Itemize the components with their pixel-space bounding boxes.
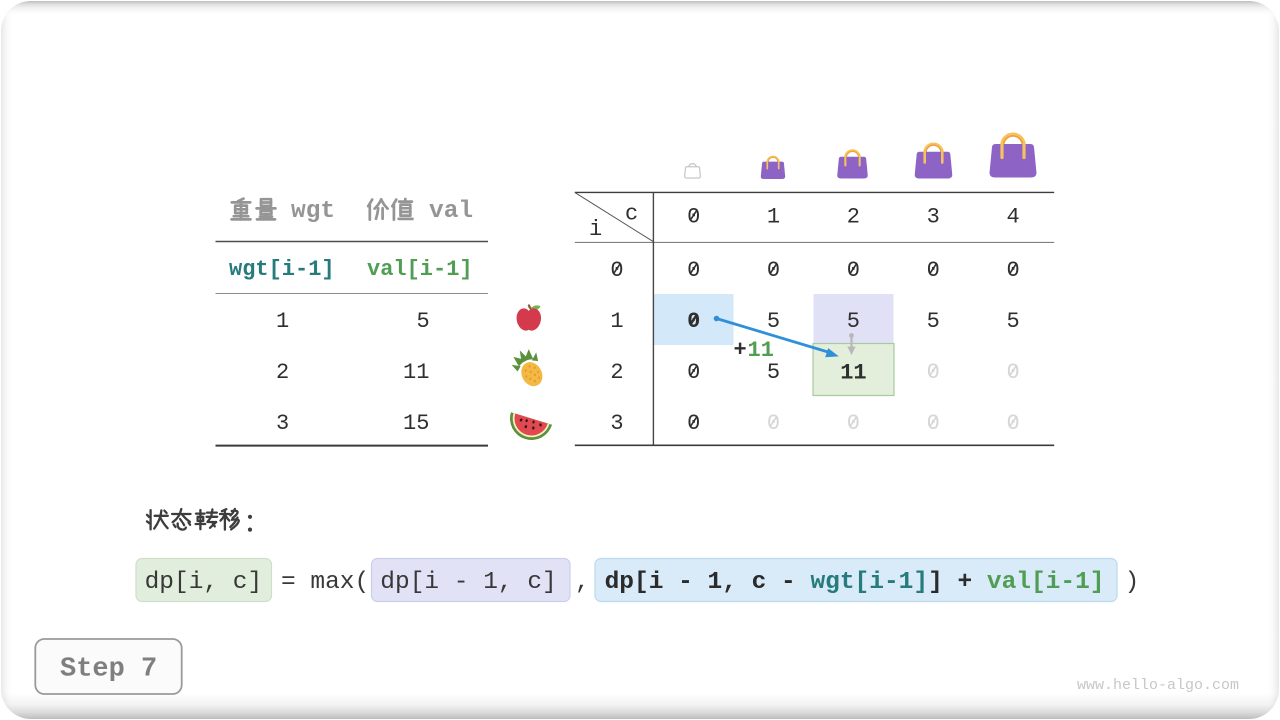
- svg-text:15: 15: [403, 411, 429, 436]
- svg-text:i: i: [589, 217, 602, 242]
- svg-text:0: 0: [687, 411, 700, 436]
- svg-text:4: 4: [1007, 205, 1020, 230]
- svg-text:3: 3: [927, 205, 940, 230]
- svg-text:0: 0: [1007, 411, 1020, 436]
- svg-text:0: 0: [687, 360, 700, 385]
- svg-text:0: 0: [610, 258, 623, 283]
- svg-text:0: 0: [687, 258, 700, 283]
- svg-text:+: +: [734, 338, 747, 363]
- svg-text:3: 3: [610, 411, 623, 436]
- svg-text:Step 7: Step 7: [60, 655, 157, 685]
- svg-text:wgt: wgt: [291, 198, 335, 225]
- svg-text:5: 5: [417, 309, 430, 334]
- svg-text:1: 1: [610, 309, 623, 334]
- svg-text:0: 0: [1007, 360, 1020, 385]
- svg-text:11: 11: [403, 360, 429, 385]
- svg-text:val[i-1]: val[i-1]: [367, 257, 473, 282]
- svg-text:0: 0: [847, 411, 860, 436]
- svg-text:2: 2: [610, 360, 623, 385]
- svg-text:0: 0: [847, 258, 860, 283]
- svg-text:5: 5: [767, 309, 780, 334]
- svg-text:2: 2: [276, 360, 289, 385]
- svg-text:wgt[i-1]: wgt[i-1]: [229, 257, 335, 282]
- svg-text:2: 2: [847, 205, 860, 230]
- svg-text:dp[i - 1, c]: dp[i - 1, c]: [380, 569, 556, 596]
- svg-text:0: 0: [1007, 258, 1020, 283]
- svg-text:5: 5: [1007, 309, 1020, 334]
- svg-text:11: 11: [840, 361, 866, 386]
- svg-text:dp[i, c]: dp[i, c]: [145, 569, 263, 596]
- svg-text:0: 0: [927, 258, 940, 283]
- svg-text:val: val: [429, 198, 473, 225]
- svg-text:dp[i - 1, c - wgt[i-1]] + val[: dp[i - 1, c - wgt[i-1]] + val[i-1]: [605, 569, 1105, 596]
- svg-text:): ): [1125, 569, 1140, 596]
- svg-text:3: 3: [276, 411, 289, 436]
- svg-text:5: 5: [767, 360, 780, 385]
- svg-text:11: 11: [748, 338, 774, 363]
- svg-text:0: 0: [927, 360, 940, 385]
- svg-text:5: 5: [847, 309, 860, 334]
- svg-text:0: 0: [687, 205, 700, 230]
- svg-text:c: c: [625, 202, 638, 227]
- svg-text:1: 1: [276, 309, 289, 334]
- svg-text:0: 0: [767, 258, 780, 283]
- svg-text:0: 0: [927, 411, 940, 436]
- svg-text:5: 5: [927, 309, 940, 334]
- svg-text:0: 0: [767, 411, 780, 436]
- svg-text:1: 1: [767, 205, 780, 230]
- svg-text:www.hello-algo.com: www.hello-algo.com: [1077, 677, 1239, 694]
- svg-text:= max(: = max(: [281, 569, 369, 596]
- svg-text:,: ,: [575, 569, 590, 596]
